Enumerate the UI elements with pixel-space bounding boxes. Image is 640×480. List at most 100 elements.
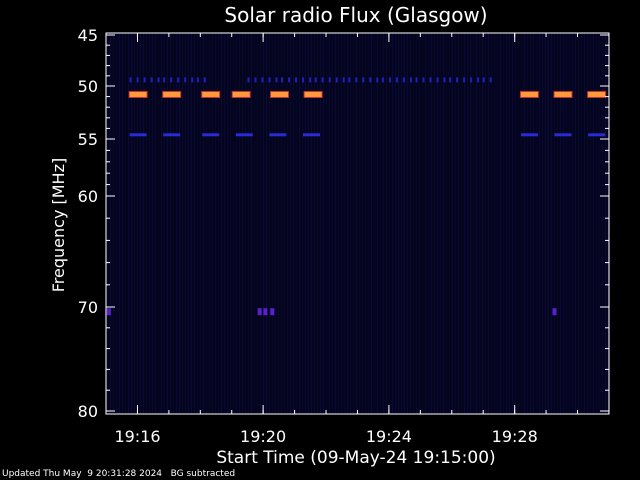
band-segment — [196, 77, 199, 83]
noise-stripe — [371, 33, 372, 414]
noise-stripe — [254, 33, 255, 414]
band-segment — [157, 77, 160, 83]
noise-stripe — [251, 33, 252, 414]
noise-stripe — [140, 33, 141, 414]
noise-stripe — [239, 33, 240, 414]
noise-stripe — [134, 33, 135, 414]
band-segment — [261, 77, 264, 83]
band-segment — [520, 92, 538, 97]
noise-stripe — [449, 33, 450, 414]
band-segment — [163, 92, 181, 97]
noise-stripe — [581, 33, 582, 414]
noise-stripe — [557, 33, 558, 414]
noise-stripe — [272, 33, 273, 414]
band-segment — [129, 77, 132, 83]
noise-stripe — [143, 33, 144, 414]
noise-stripe — [584, 33, 585, 414]
band-segment — [348, 77, 351, 83]
noise-stripe — [281, 33, 282, 414]
noise-stripe — [218, 33, 219, 414]
noise-stripe — [407, 33, 408, 414]
band-segment — [232, 92, 250, 97]
band-segment — [415, 77, 418, 83]
noise-stripe — [365, 33, 366, 414]
band-segment — [588, 92, 606, 97]
noise-stripe — [107, 33, 108, 414]
noise-stripe — [206, 33, 207, 414]
noise-stripe — [515, 33, 516, 414]
noise-stripe — [542, 33, 543, 414]
noise-stripe — [173, 33, 174, 414]
band-segment — [129, 133, 147, 137]
noise-stripe — [197, 33, 198, 414]
noise-stripe — [569, 33, 570, 414]
noise-stripe — [362, 33, 363, 414]
noise-stripe — [194, 33, 195, 414]
noise-stripe — [347, 33, 348, 414]
noise-stripe — [512, 33, 513, 414]
band-segment — [170, 77, 173, 83]
noise-stripe — [137, 33, 138, 414]
x-tick-label: 19:28 — [492, 427, 538, 446]
band-segment — [191, 77, 194, 83]
noise-stripe — [374, 33, 375, 414]
band-segment — [309, 77, 312, 83]
noise-stripe — [191, 33, 192, 414]
noise-stripe — [341, 33, 342, 414]
band-segment — [314, 77, 317, 83]
band-segment — [136, 77, 139, 83]
noise-stripe — [305, 33, 306, 414]
band-segment — [268, 77, 271, 83]
noise-stripe — [335, 33, 336, 414]
noise-stripe — [386, 33, 387, 414]
noise-stripe — [485, 33, 486, 414]
band-segment — [304, 92, 322, 97]
noise-stripe — [149, 33, 150, 414]
emission-spot — [257, 308, 262, 316]
noise-stripe — [164, 33, 165, 414]
noise-stripe — [497, 33, 498, 414]
band-segment — [402, 77, 405, 83]
noise-stripe — [491, 33, 492, 414]
noise-stripe — [476, 33, 477, 414]
noise-stripe — [314, 33, 315, 414]
noise-stripe — [224, 33, 225, 414]
band-segment — [422, 77, 425, 83]
noise-stripe — [533, 33, 534, 414]
spectrogram-heatmap — [106, 33, 609, 414]
noise-stripe — [338, 33, 339, 414]
noise-stripe — [230, 33, 231, 414]
band-segment — [202, 133, 220, 137]
noise-stripe — [125, 33, 126, 414]
noise-stripe — [530, 33, 531, 414]
band-segment — [203, 77, 206, 83]
noise-stripe — [161, 33, 162, 414]
noise-stripe — [380, 33, 381, 414]
noise-stripe — [167, 33, 168, 414]
band-segment — [143, 77, 146, 83]
y-axis-label: Frequency [MHz] — [49, 158, 68, 292]
noise-stripe — [119, 33, 120, 414]
noise-stripe — [155, 33, 156, 414]
noise-stripe — [227, 33, 228, 414]
band-segment — [235, 133, 253, 137]
noise-stripe — [506, 33, 507, 414]
band-segment — [388, 77, 391, 83]
noise-stripe — [470, 33, 471, 414]
noise-stripe — [389, 33, 390, 414]
noise-stripe — [602, 33, 603, 414]
noise-stripe — [560, 33, 561, 414]
noise-stripe — [152, 33, 153, 414]
noise-stripe — [146, 33, 147, 414]
band-segment — [443, 77, 446, 83]
band-segment — [288, 77, 291, 83]
noise-stripe — [578, 33, 579, 414]
noise-stripe — [131, 33, 132, 414]
noise-stripe — [431, 33, 432, 414]
noise-stripe — [122, 33, 123, 414]
band-segment — [429, 77, 432, 83]
chart-title: Solar radio Flux (Glasgow) — [224, 3, 487, 27]
noise-stripe — [278, 33, 279, 414]
noise-stripe — [401, 33, 402, 414]
noise-stripe — [452, 33, 453, 414]
